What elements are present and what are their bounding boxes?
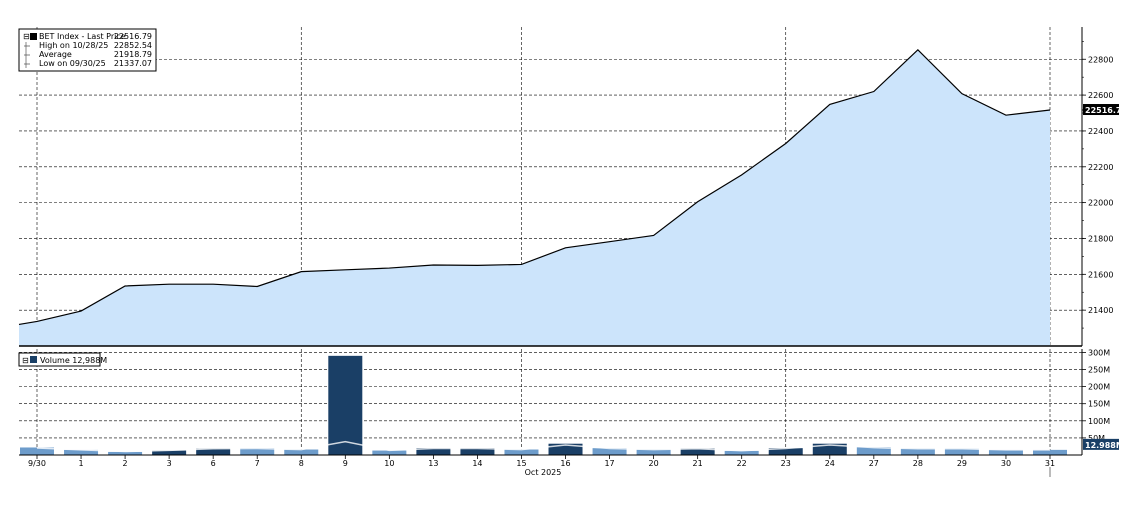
volume-bar — [812, 443, 847, 455]
legend-swatch-icon — [30, 33, 37, 40]
x-tick-label: 7 — [255, 459, 260, 468]
x-tick-label: 21 — [693, 459, 703, 468]
price-legend: ⊟ BET Index - Last Price 22516.79 High o… — [18, 28, 157, 72]
x-tick-label: 22 — [737, 459, 747, 468]
x-tick-label: 30 — [1001, 459, 1011, 468]
price-tick-label: 22800 — [1088, 55, 1113, 64]
legend-series-name: BET Index - Last Price — [39, 32, 126, 41]
volume-bar — [988, 449, 1023, 455]
volume-legend-label: Volume 12,988M — [40, 356, 107, 365]
price-tick-label: 22600 — [1088, 91, 1113, 100]
volume-bar — [196, 448, 231, 455]
volume-plot-area — [19, 349, 1082, 455]
volume-bar — [900, 448, 935, 455]
x-tick-label: 20 — [649, 459, 659, 468]
volume-tick-label: 150M — [1088, 400, 1110, 409]
legend-low-label: Low on 09/30/25 — [39, 59, 106, 68]
volume-swatch-icon — [30, 356, 37, 363]
x-tick-label: 31 — [1045, 459, 1055, 468]
volume-bar — [1033, 449, 1067, 455]
price-last-label: 22516.79 — [1083, 104, 1127, 116]
price-tick-label: 22000 — [1088, 199, 1113, 208]
x-tick-label: 10 — [384, 459, 394, 468]
x-tick-label: 6 — [211, 459, 216, 468]
volume-bar — [548, 443, 583, 455]
legend-last-value: 22516.79 — [114, 32, 152, 41]
x-axis-title: Oct 2025 — [525, 468, 562, 477]
x-tick-label: 15 — [516, 459, 526, 468]
x-tick-label: 24 — [825, 459, 835, 468]
x-tick-label: 1 — [78, 459, 83, 468]
volume-tick-label: 300M — [1088, 348, 1110, 357]
x-tick-label: 27 — [869, 459, 879, 468]
x-tick-label: 9 — [343, 459, 348, 468]
x-axis: 9/30 1 2 3 6 7 8 9 10 13 14 15 16 17 20 21 22 23 24 27 28 29 3… — [28, 455, 1055, 477]
x-tick-label: 16 — [560, 459, 570, 468]
x-tick-label: 14 — [472, 459, 482, 468]
x-tick-label: 17 — [604, 459, 614, 468]
volume-last-value: 12.988M — [1085, 441, 1124, 450]
x-tick-label: 29 — [957, 459, 967, 468]
volume-tick-label: 50M — [1088, 434, 1105, 443]
volume-tick-label: 200M — [1088, 383, 1110, 392]
volume-tick-label: 250M — [1088, 366, 1110, 375]
price-tick-label: 21600 — [1088, 270, 1113, 279]
legend-high-value: 22852.54 — [114, 41, 152, 50]
volume-bar — [592, 448, 627, 455]
volume-bar — [20, 447, 54, 455]
volume-bar — [504, 449, 539, 455]
x-tick-label: 13 — [428, 459, 438, 468]
expand-icon: ⊟ — [23, 32, 30, 41]
volume-bar — [856, 447, 891, 455]
volume-bar — [152, 450, 187, 455]
volume-bar — [944, 448, 979, 455]
volume-average-line — [36, 440, 1050, 453]
volume-bar — [636, 449, 671, 455]
price-tick-label: 21800 — [1088, 234, 1113, 243]
volume-bar — [240, 448, 275, 455]
x-tick-label: 8 — [299, 459, 304, 468]
legend-high-label: High on 10/28/25 — [39, 41, 108, 50]
volume-legend: ⊟ Volume 12,988M — [18, 352, 107, 367]
price-tick-label: 21400 — [1088, 306, 1113, 315]
legend-low-value: 21337.07 — [114, 59, 152, 68]
volume-bar — [328, 355, 363, 455]
volume-bar — [680, 448, 715, 455]
volume-bar — [372, 450, 407, 455]
volume-tick-label: 100M — [1088, 417, 1110, 426]
volume-bar — [768, 448, 803, 455]
x-tick-label: 28 — [913, 459, 923, 468]
volume-expand-icon: ⊟ — [22, 356, 29, 365]
legend-average-label: Average — [39, 50, 72, 59]
legend-tree-icon — [24, 42, 30, 68]
x-tick-label: 3 — [167, 459, 172, 468]
volume-bar — [416, 448, 451, 455]
x-tick-label: 9/30 — [28, 459, 46, 468]
price-last-value: 22516.79 — [1085, 106, 1127, 115]
x-tick-label: 2 — [123, 459, 128, 468]
price-tick-label: 22200 — [1088, 163, 1113, 172]
volume-bar — [284, 449, 319, 455]
volume-last-label: 12.988M — [1083, 438, 1124, 450]
price-line — [18, 49, 1051, 326]
price-panel: 21400 21600 21800 22000 22200 22400 22600 22800 — [18, 27, 1113, 347]
volume-panel: 50M 100M 150M 200M 250M 300M — [19, 348, 1110, 456]
legend-average-value: 21918.79 — [114, 50, 152, 59]
price-tick-label: 22400 — [1088, 127, 1113, 136]
x-tick-label: 23 — [781, 459, 791, 468]
volume-bar — [64, 449, 99, 455]
price-area-fill — [19, 49, 1050, 346]
volume-bar — [460, 448, 495, 455]
volume-bar — [724, 450, 759, 455]
volume-bar — [108, 451, 143, 455]
